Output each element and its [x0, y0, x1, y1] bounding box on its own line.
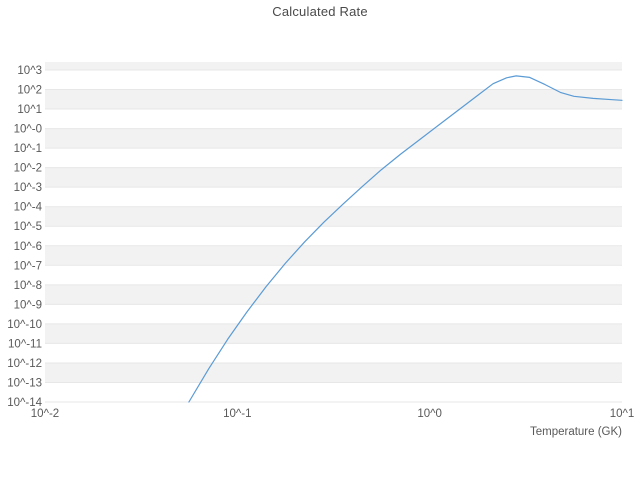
y-tick-label: 10^2 — [17, 85, 42, 97]
x-tick-label: 10^1 — [610, 408, 635, 420]
x-axis-label: Temperature (GK) — [530, 426, 622, 438]
y-tick-label: 10^3 — [17, 65, 42, 77]
y-tick-label: 10^-5 — [14, 221, 42, 233]
gridlines — [45, 69, 622, 403]
grid-band — [45, 62, 622, 70]
x-tick-label: 10^-2 — [31, 408, 59, 420]
series-line-calculated-rate — [188, 75, 623, 403]
y-tick-label: 10^-10 — [7, 319, 42, 331]
y-tick-label: 10^-1 — [14, 143, 42, 155]
grid-band — [45, 284, 622, 305]
x-axis-tick-labels: 10^-2 10^-1 10^0 10^1 — [31, 408, 635, 420]
y-tick-label: 10^-11 — [8, 338, 42, 350]
y-tick-label: 10^-4 — [14, 202, 43, 214]
grid-band — [45, 323, 622, 344]
grid-band — [45, 206, 622, 227]
y-tick-label: 10^-12 — [7, 358, 42, 370]
y-axis-tick-labels: 10^3 10^2 10^1 10^-0 10^-1 10^-2 10^-3 10^-4 10^… — [7, 65, 42, 409]
grid-band — [45, 89, 622, 110]
y-tick-label: 10^-14 — [7, 397, 42, 409]
x-tick-label: 10^0 — [417, 408, 442, 420]
grid-band — [45, 362, 622, 383]
y-tick-label: 10^1 — [17, 104, 42, 116]
y-tick-label: 10^-0 — [14, 124, 42, 136]
y-tick-label: 10^-7 — [14, 260, 42, 272]
grid-band — [45, 128, 622, 149]
grid-band — [45, 167, 622, 188]
grid-bands — [45, 62, 622, 383]
grid-band — [45, 245, 622, 266]
y-tick-label: 10^-2 — [14, 163, 42, 175]
y-tick-label: 10^-13 — [7, 377, 42, 389]
y-tick-label: 10^-9 — [14, 299, 42, 311]
x-tick-label: 10^-1 — [223, 408, 251, 420]
y-tick-label: 10^-6 — [14, 241, 42, 253]
y-tick-label: 10^-3 — [14, 182, 42, 194]
chart-title: Calculated Rate — [272, 4, 368, 19]
y-tick-label: 10^-8 — [14, 280, 42, 292]
